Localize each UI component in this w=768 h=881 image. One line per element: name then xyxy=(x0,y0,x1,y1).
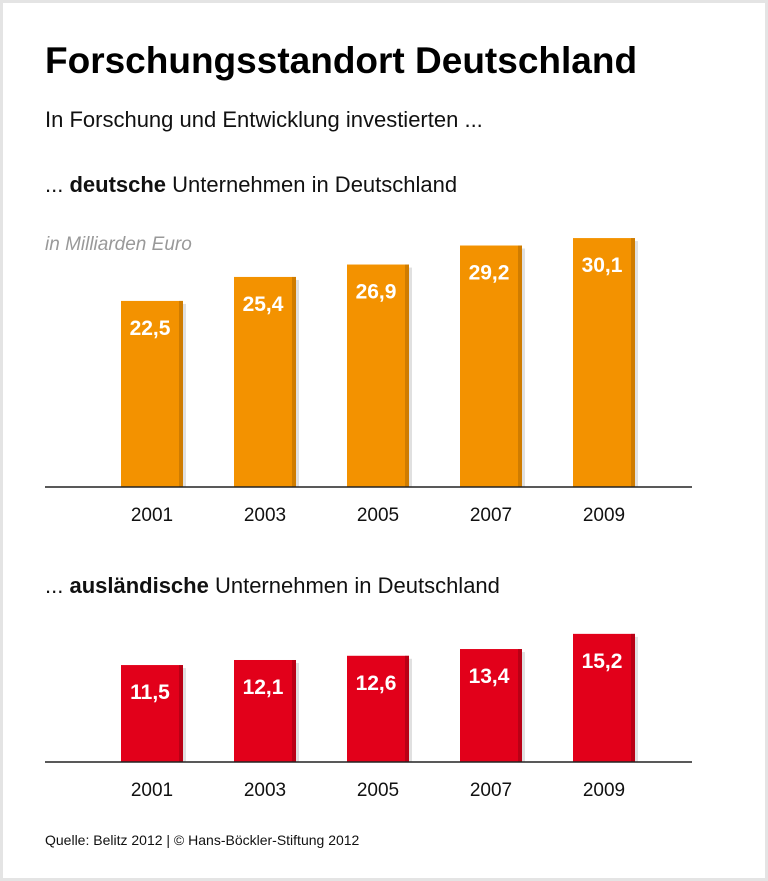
unit-label: in Milliarden Euro xyxy=(45,234,192,255)
chart-title: Forschungsstandort Deutschland xyxy=(45,40,637,81)
bar-edge xyxy=(292,276,296,487)
x-tick-label: 2003 xyxy=(244,505,286,526)
bar-2003 xyxy=(234,276,296,487)
panel2-title-rest: Unternehmen in Deutschland xyxy=(209,573,500,598)
bar-edge xyxy=(179,665,183,762)
bar-edge xyxy=(292,659,296,762)
x-tick-label: 2003 xyxy=(244,780,286,801)
bar-2009 xyxy=(573,238,635,487)
value-label: 12,1 xyxy=(243,676,284,699)
source-note: Quelle: Belitz 2012 | © Hans-Böckler-Sti… xyxy=(45,832,360,848)
x-tick-label: 2007 xyxy=(470,780,512,801)
chart-subtitle: In Forschung und Entwicklung investierte… xyxy=(45,107,483,132)
bar-2003 xyxy=(234,659,296,762)
bar-2005 xyxy=(347,655,409,762)
bar-edge xyxy=(631,238,635,487)
panel1-title: ... deutsche Unternehmen in Deutschland xyxy=(45,172,457,197)
value-label: 22,5 xyxy=(130,317,171,340)
x-tick-label: 2005 xyxy=(357,780,399,801)
bar-edge xyxy=(405,264,409,487)
bar-edge xyxy=(631,633,635,762)
value-label: 25,4 xyxy=(243,293,284,316)
bar-edge xyxy=(405,655,409,762)
panel1-title-prefix: ... xyxy=(45,172,69,197)
panel2-title-bold: ausländische xyxy=(69,573,208,598)
bar-2005 xyxy=(347,264,409,487)
bar-2001 xyxy=(121,665,183,762)
value-label: 29,2 xyxy=(469,262,510,285)
x-tick-label: 2005 xyxy=(357,505,399,526)
value-label: 11,5 xyxy=(130,681,170,704)
panel1-title-rest: Unternehmen in Deutschland xyxy=(166,172,457,197)
bar-edge xyxy=(179,300,183,487)
panel2-bars: 11,5 2001 12,1 2003 12,6 2005 13,4 2007 15,2 2009 xyxy=(45,633,692,801)
value-label: 13,4 xyxy=(469,665,510,688)
panel2-title: ... ausländische Unternehmen in Deutschl… xyxy=(45,573,500,598)
bar-edge xyxy=(518,245,522,487)
value-label: 15,2 xyxy=(582,650,623,673)
panel1-bars: 22,5 2001 25,4 2003 26,9 2005 29,2 2007 30,1 2009 xyxy=(45,238,692,526)
x-tick-label: 2001 xyxy=(131,780,173,801)
x-tick-label: 2009 xyxy=(583,780,625,801)
value-label: 12,6 xyxy=(356,672,397,695)
x-tick-label: 2001 xyxy=(131,505,173,526)
bar-2007 xyxy=(460,245,522,487)
panel2-title-prefix: ... xyxy=(45,573,69,598)
bar-2007 xyxy=(460,649,522,762)
value-label: 30,1 xyxy=(582,254,623,277)
bar-edge xyxy=(518,649,522,762)
value-label: 26,9 xyxy=(356,281,397,304)
panel1-title-bold: deutsche xyxy=(69,172,166,197)
bar-2009 xyxy=(573,633,635,762)
x-tick-label: 2009 xyxy=(583,505,625,526)
x-tick-label: 2007 xyxy=(470,505,512,526)
bar-2001 xyxy=(121,300,183,487)
